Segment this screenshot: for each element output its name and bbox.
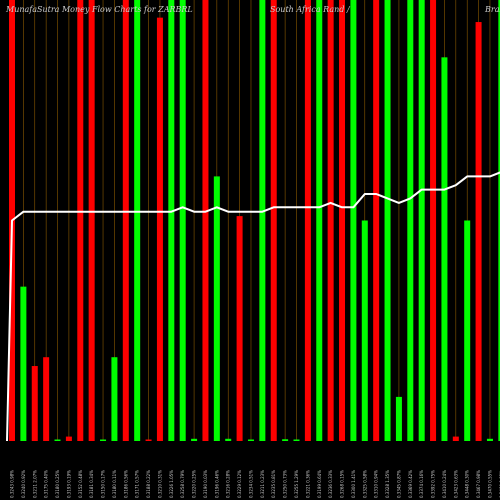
chart-bar (384, 0, 391, 441)
x-tick-label: 0.3460 0.83% (499, 470, 500, 498)
flow-line-path (6, 171, 500, 442)
x-tick-label: 0.3325 0.58% (362, 470, 367, 498)
chart-bar (134, 0, 141, 441)
chart-bar (31, 366, 38, 441)
chart-bar (464, 220, 471, 441)
chart-bar (247, 439, 254, 441)
x-tick-label: 0.3171 0.57% (135, 470, 140, 498)
chart-bar (316, 0, 323, 441)
x-tick-label: 0.3188 0.22% (146, 470, 151, 498)
chart-bar (270, 0, 277, 441)
flow-line (6, 171, 500, 442)
chart-bar (395, 396, 402, 441)
bar-series (9, 0, 500, 442)
x-tick-label: 0.3258 0.79% (180, 470, 185, 498)
chart-bar (122, 0, 129, 441)
x-tick-label: 0.3193 0.19% (66, 470, 71, 498)
x-tick-label: 0.3181 0.34% (89, 470, 94, 498)
chart-bar (88, 0, 95, 441)
x-tick-label: 0.3374 0.16% (419, 470, 424, 498)
chart-bar (111, 357, 118, 441)
x-tick-label: 0.3196 0.46% (214, 470, 219, 498)
x-tick-label: 0.3234 0.51% (248, 470, 253, 498)
x-tick-label: 0.3190 0.03% (203, 470, 208, 498)
x-tick-label: 0.3423 0.63% (453, 470, 458, 498)
chart-bar (418, 0, 425, 441)
x-tick-label: 0.3467 0.98% (476, 470, 481, 498)
x-tick-label: 0.3210 0.31% (157, 470, 162, 498)
x-tick-label: 0.3243 0.98% (10, 470, 15, 498)
x-tick-label: 0.3221 0.36% (305, 470, 310, 498)
chart-bar (259, 0, 266, 441)
header-middle-title: South Africa Rand / (270, 5, 350, 14)
chart-bar (213, 176, 220, 441)
x-tick-label: 0.3345 0.87% (396, 470, 401, 498)
chart-bar (100, 439, 107, 441)
x-tick-label: 0.3240 0.92% (21, 470, 26, 498)
chart-bar (202, 0, 209, 441)
chart-bar (168, 0, 175, 441)
chart-bar (156, 17, 163, 441)
x-tick-label: 0.3186 0.56% (123, 470, 128, 498)
x-tick-label: 0.3300 1.41% (351, 470, 356, 498)
x-tick-label: 0.3369 0.42% (408, 470, 413, 498)
x-tick-label: 0.3150 0.17% (101, 470, 106, 498)
chart-bar (20, 286, 27, 441)
chart-bar (282, 439, 289, 441)
x-tick-label: 0.3152 0.48% (78, 470, 83, 498)
x-tick-label: 0.3250 0.73% (283, 470, 288, 498)
x-tick-label: 0.3180 0.25% (55, 470, 60, 498)
x-tick-label: 0.3229 0.12% (237, 470, 242, 498)
chart-bar (179, 0, 186, 441)
chart-bar (77, 0, 84, 441)
x-tick-label: 0.3448 0.30% (465, 470, 470, 498)
x-tick-label: 0.3470 0.55% (487, 470, 492, 498)
chart-bar (65, 436, 72, 441)
x-tick-label: 0.3175 0.40% (44, 470, 49, 498)
chart-bar (361, 220, 368, 441)
chart-bar (441, 57, 448, 442)
x-tick-label: 0.3392 0.75% (431, 470, 436, 498)
chart-bar (327, 0, 334, 441)
chart-bar (452, 436, 459, 441)
chart-bar (430, 0, 437, 441)
chart-bar (43, 357, 50, 441)
chart-bar (191, 438, 198, 441)
chart-bar (145, 439, 152, 441)
x-tick-label: 0.3310 0.94% (374, 470, 379, 498)
chart-bar (293, 439, 300, 441)
chart-bar (225, 438, 232, 441)
chart-bar (339, 0, 346, 441)
x-tick-label: 0.3180 0.11% (112, 470, 117, 498)
x-axis-labels: 0.3243 0.98% 0.3240 0.92% 0.3211 2.07% 0.31… (10, 470, 500, 498)
x-tick-label: 0.3199 0.64% (317, 470, 322, 498)
chart-bar (236, 216, 243, 441)
chart-bar (304, 0, 311, 441)
x-tick-label: 0.3226 1.05% (169, 470, 174, 498)
x-tick-label: 0.3220 0.25% (192, 470, 197, 498)
chart-bar (407, 0, 414, 441)
x-tick-label: 0.3235 0.81% (271, 470, 276, 498)
chart-bar (373, 0, 380, 441)
chart-bar (486, 438, 493, 441)
x-tick-label: 0.3255 1.29% (294, 470, 299, 498)
header-left-title: MunafaSutra Money Flow Charts for ZARBRL (6, 5, 193, 14)
x-tick-label: 0.3268 0.15% (340, 470, 345, 498)
chart-bar (350, 0, 357, 441)
chart-bar (475, 22, 482, 442)
x-tick-label: 0.3236 0.33% (328, 470, 333, 498)
chart-bar (54, 439, 61, 441)
x-tick-label: 0.3211 2.07% (32, 470, 37, 498)
header-right-title: Braz (485, 5, 500, 14)
chart-bar (498, 0, 500, 441)
x-tick-label: 0.3211 0.23% (260, 470, 265, 498)
x-tick-label: 0.3216 0.28% (226, 470, 231, 498)
x-tick-label: 0.3328 1.35% (385, 470, 390, 498)
x-tick-label: 0.3410 0.24% (442, 470, 447, 498)
